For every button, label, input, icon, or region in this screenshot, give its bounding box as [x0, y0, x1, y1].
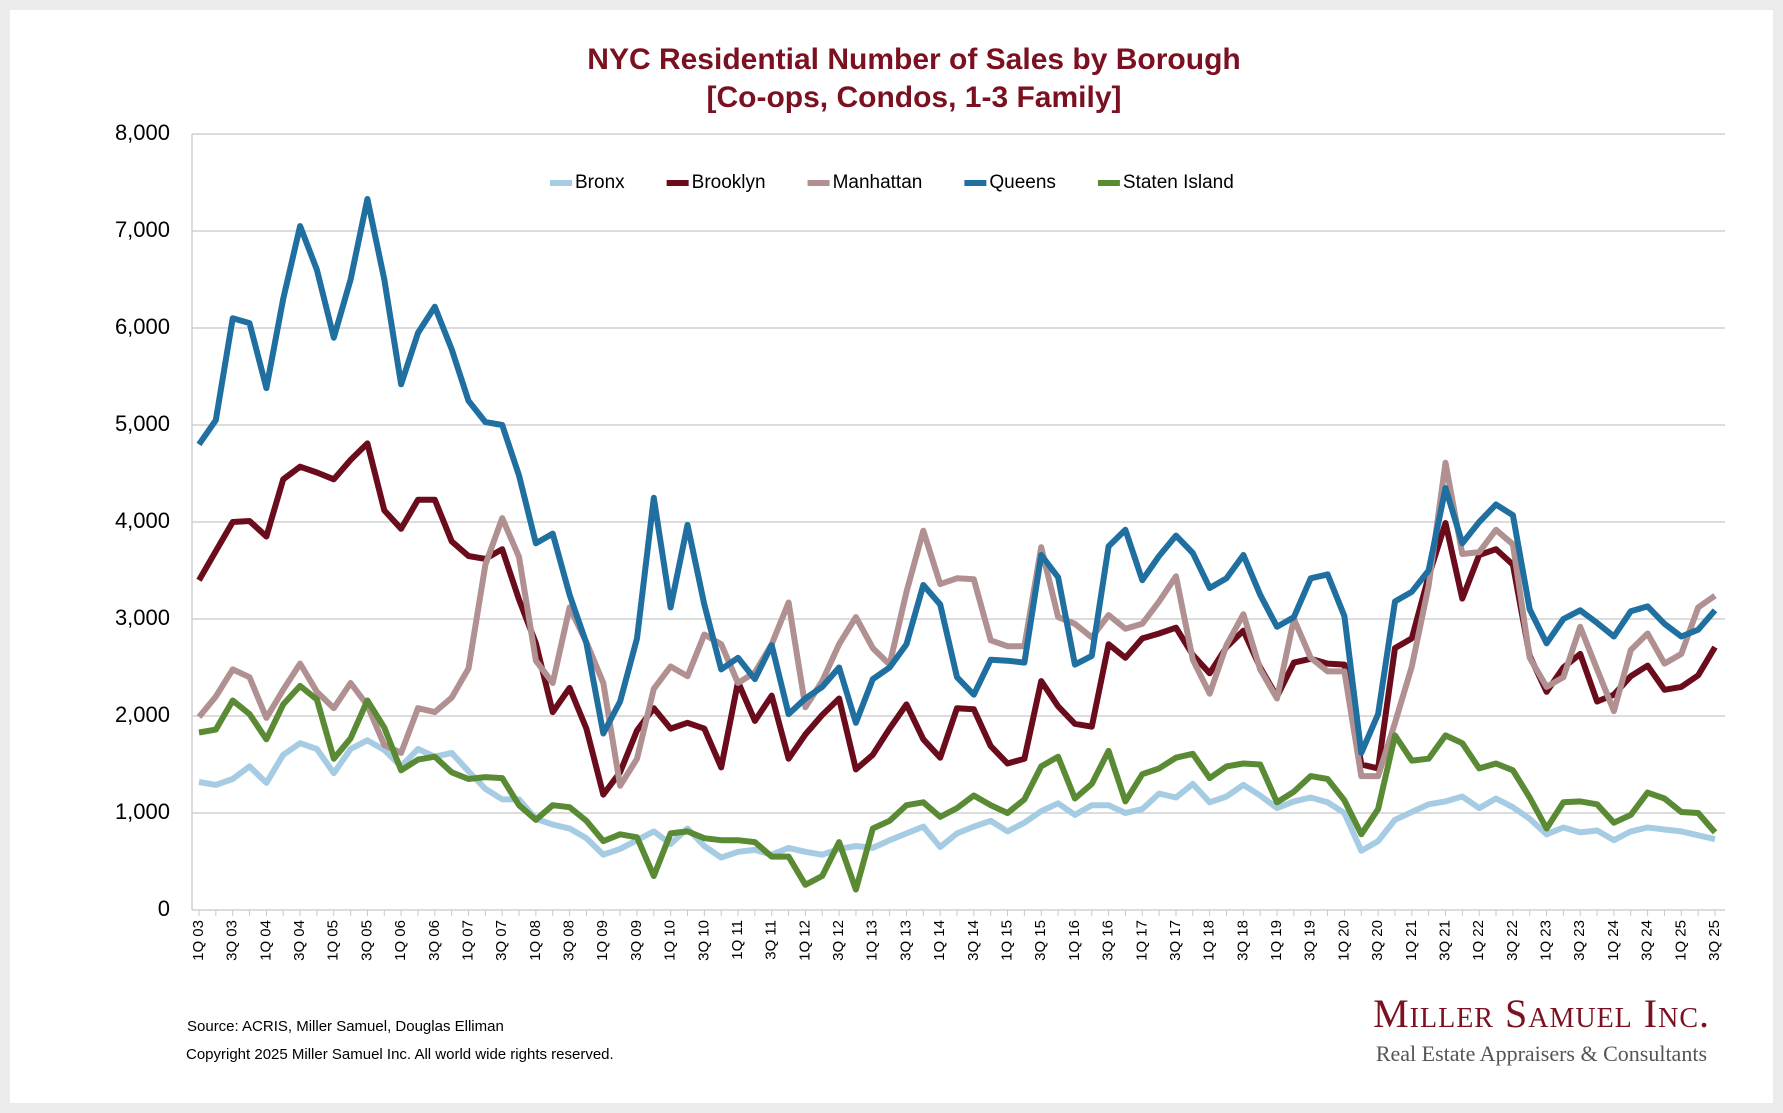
x-tick-label: 1Q 21: [1403, 920, 1420, 961]
x-tick-label: 1Q 11: [729, 920, 746, 960]
chart-subtitle: [Co-ops, Condos, 1-3 Family]: [706, 81, 1121, 114]
x-tick-label: 3Q 15: [1032, 920, 1049, 961]
x-tick-label: 1Q 17: [1133, 920, 1150, 961]
x-tick-label: 1Q 24: [1605, 920, 1622, 961]
y-tick-label: 2,000: [115, 702, 170, 727]
x-tick-label: 3Q 13: [897, 920, 914, 961]
x-tick-label: 1Q 16: [1066, 920, 1083, 961]
legend-label: Brooklyn: [692, 172, 766, 193]
x-tick-label: 1Q 18: [1201, 920, 1218, 961]
x-tick-label: 3Q 24: [1639, 920, 1656, 961]
x-tick-label: 3Q 06: [426, 920, 443, 961]
x-tick-label: 1Q 13: [864, 920, 881, 961]
x-tick-label: 3Q 04: [291, 920, 308, 961]
x-tick-label: 1Q 08: [527, 920, 544, 961]
x-tick-label: 1Q 04: [257, 920, 274, 961]
series-line: [196, 459, 1717, 789]
x-tick-label: 3Q 12: [830, 920, 847, 961]
series-line: [198, 682, 1718, 893]
legend-label: Manhattan: [833, 172, 923, 193]
chart-title: NYC Residential Number of Sales by Borou…: [587, 43, 1240, 76]
y-tick-label: 8,000: [115, 120, 170, 145]
x-tick-label: 1Q 23: [1538, 920, 1555, 961]
x-tick-label: 3Q 22: [1504, 920, 1521, 961]
x-tick-label: 1Q 19: [1268, 920, 1285, 961]
series-line: [198, 737, 1716, 861]
x-tick-label: 3Q 07: [493, 920, 510, 961]
x-tick-label: 3Q 16: [1100, 920, 1117, 961]
x-tick-label: 1Q 05: [325, 920, 342, 961]
x-tick-label: 1Q 15: [999, 920, 1016, 961]
x-tick-label: 1Q 09: [594, 920, 611, 961]
x-tick-label: 1Q 10: [662, 920, 679, 961]
x-tick-label: 3Q 08: [561, 920, 578, 961]
y-tick-label: 3,000: [115, 605, 170, 630]
x-tick-label: 3Q 09: [628, 920, 645, 961]
x-tick-label: 3Q 10: [695, 920, 712, 961]
logo: Miller Samuel Inc.: [1373, 991, 1710, 1036]
y-tick-label: 1,000: [115, 799, 170, 824]
x-tick-label: 1Q 14: [931, 920, 948, 961]
legend-label: Queens: [989, 172, 1056, 193]
x-tick-label: 3Q 03: [224, 920, 241, 961]
x-tick-label: 1Q 12: [796, 920, 813, 961]
y-tick-label: 7,000: [115, 217, 170, 242]
x-tick-label: 1Q 06: [392, 920, 409, 961]
x-tick-label: 1Q 22: [1470, 920, 1487, 961]
y-tick-label: 4,000: [115, 508, 170, 533]
x-tick-label: 3Q 19: [1302, 920, 1319, 961]
x-tick-label: 3Q 25: [1706, 920, 1723, 961]
series-line: [196, 196, 1718, 756]
x-tick-label: 3Q 21: [1436, 920, 1453, 961]
x-tick-label: 1Q 03: [190, 920, 207, 961]
x-tick-label: 3Q 11: [763, 920, 780, 960]
y-tick-label: 0: [158, 896, 170, 921]
x-tick-label: 3Q 05: [358, 920, 375, 961]
y-tick-label: 6,000: [115, 314, 170, 339]
legend-label: Bronx: [575, 172, 625, 193]
tagline: Real Estate Appraisers & Consultants: [1376, 1041, 1707, 1066]
legend-label: Staten Island: [1123, 172, 1234, 193]
x-tick-label: 3Q 20: [1369, 920, 1386, 961]
series-line: [196, 440, 1718, 798]
source-note: Source: ACRIS, Miller Samuel, Douglas El…: [187, 1018, 504, 1035]
x-tick-label: 1Q 07: [459, 920, 476, 961]
y-tick-label: 5,000: [115, 411, 170, 436]
copyright-note: Copyright 2025 Miller Samuel Inc. All wo…: [186, 1046, 614, 1063]
x-tick-label: 1Q 20: [1335, 920, 1352, 961]
x-tick-label: 3Q 17: [1167, 920, 1184, 961]
x-tick-label: 1Q 25: [1672, 920, 1689, 961]
x-tick-label: 3Q 18: [1234, 920, 1251, 961]
x-tick-label: 3Q 14: [965, 920, 982, 961]
x-tick-label: 3Q 23: [1571, 920, 1588, 961]
